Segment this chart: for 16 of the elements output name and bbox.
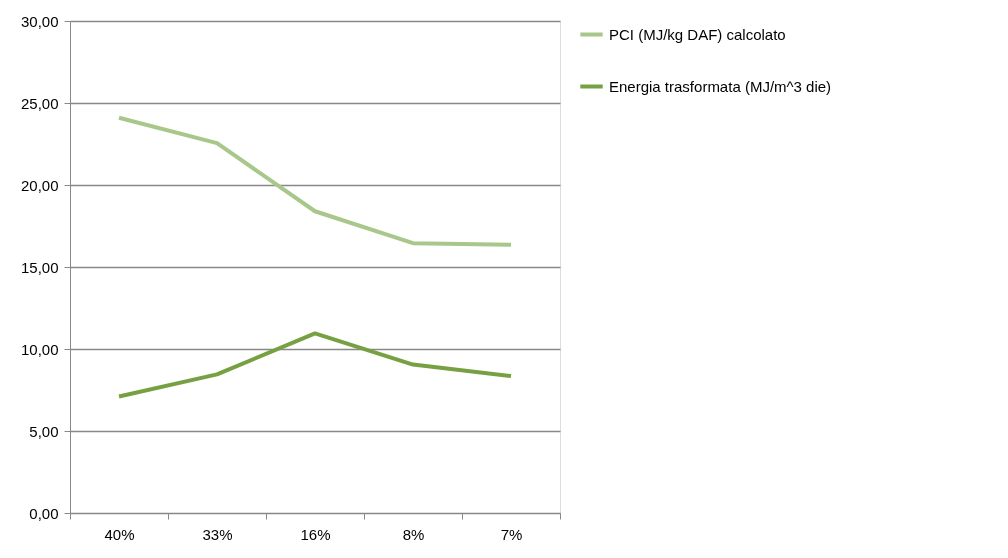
y-tick-label: 30,00 [20, 12, 59, 30]
x-tick-label: 40% [104, 525, 135, 543]
y-tick-label: 5,00 [29, 422, 59, 440]
x-tick-label: 33% [202, 525, 233, 543]
line-series [117, 331, 513, 399]
y-tick-label: 20,00 [20, 176, 59, 194]
line-series [117, 115, 513, 247]
y-tick-label: 10,00 [20, 340, 59, 358]
y-tick-label: 0,00 [29, 504, 59, 522]
x-tick-label: 16% [300, 525, 331, 543]
legend-label: Energia trasformata (MJ/m^3 die) [609, 77, 832, 95]
legend-label: PCI (MJ/kg DAF) calcolato [609, 25, 786, 43]
y-tick-label: 25,00 [20, 94, 59, 112]
x-tick-label: 7% [500, 525, 523, 543]
x-tick-label: 8% [402, 525, 425, 543]
y-tick-label: 15,00 [20, 258, 59, 276]
